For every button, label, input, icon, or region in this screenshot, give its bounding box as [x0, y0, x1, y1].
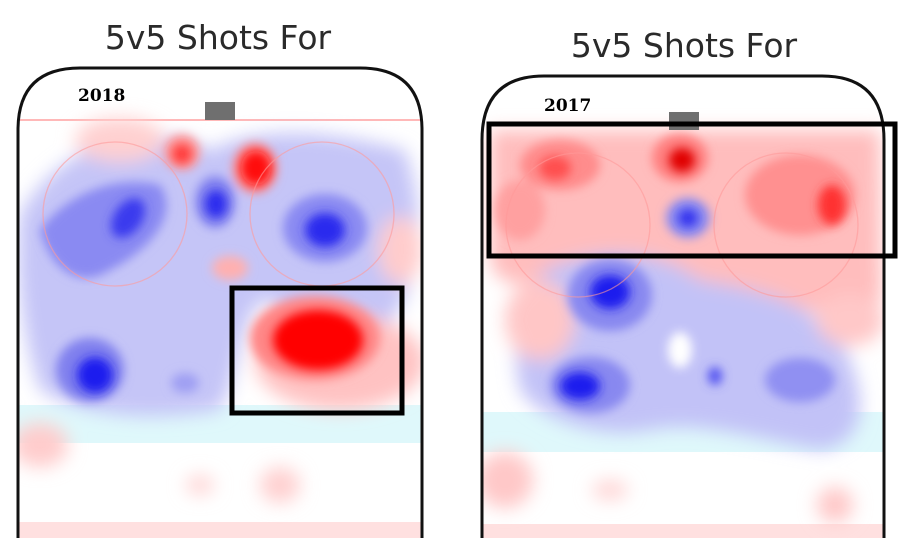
rink-2018-boards: [16, 66, 424, 538]
center-line-2018: [18, 522, 422, 538]
highlight-box-2018: [229, 285, 405, 416]
panel-2017-year: 2017: [544, 96, 592, 116]
goal-net-2018: [205, 102, 235, 120]
highlight-box-2017: [486, 121, 898, 259]
faceoff-circle-2018-left: [42, 141, 188, 287]
panel-2018-year: 2018: [78, 86, 126, 106]
rink-2017-boards: [480, 74, 886, 538]
faceoff-circle-2017-right: [713, 152, 859, 298]
rink-2018: [18, 102, 422, 538]
faceoff-circle-2017-left: [505, 152, 651, 298]
panel-2018-title: 5v5 Shots For: [104, 18, 332, 57]
heat-2018-core: [77, 144, 363, 393]
goal-net-2017: [669, 112, 699, 130]
rink-2017: [482, 76, 884, 538]
panel-2017-title: 5v5 Shots For: [570, 26, 798, 65]
center-line-2017: [482, 524, 884, 538]
